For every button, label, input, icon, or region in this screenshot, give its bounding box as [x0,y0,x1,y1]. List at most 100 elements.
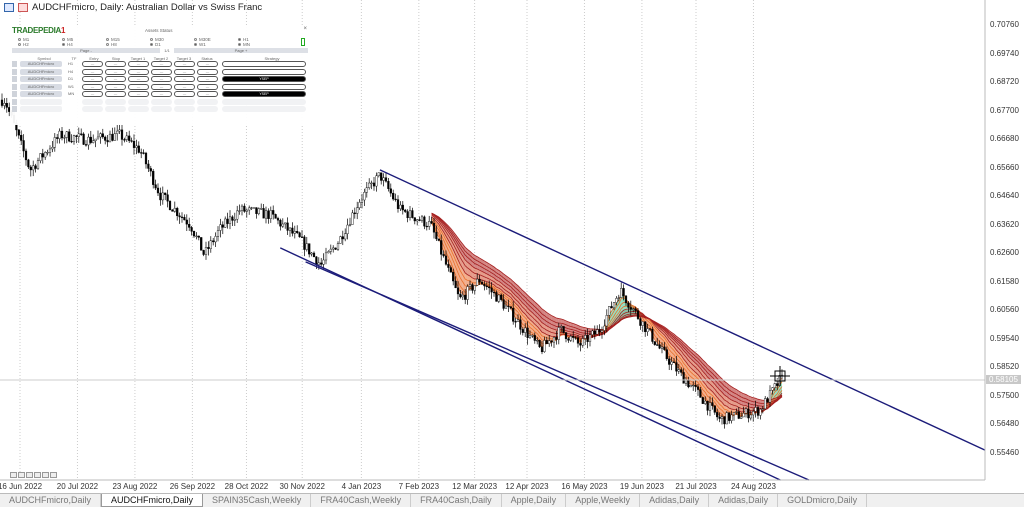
ribbon-segment [698,382,701,390]
timeframe-radio[interactable]: W1 [194,42,206,47]
strategy-cell[interactable] [222,83,306,90]
row-checkbox[interactable] [12,76,17,82]
row-checkbox[interactable] [12,83,17,90]
strategy-cell[interactable] [222,98,306,105]
chart-tab[interactable]: Adidas,Daily [640,494,710,507]
symbol-cell[interactable]: AUDCHFmicro [20,76,62,82]
candle [624,295,628,304]
ribbon-segment [518,285,521,293]
ribbon-segment [710,366,713,374]
candle [336,243,340,250]
candle [204,247,208,255]
strategy-cell[interactable] [222,68,306,75]
strategy-cell[interactable]: YSEP [222,76,306,82]
timeframe-radio[interactable]: M5 [62,37,73,42]
ribbon-segment [693,370,696,377]
candle [56,137,59,139]
row-checkbox[interactable] [12,61,17,67]
row-checkbox[interactable] [12,68,17,75]
candle [771,387,774,391]
price-tick-label: 0.56480 [990,419,1019,429]
timeframe-radio[interactable]: H4 [62,42,73,47]
row-checkbox[interactable] [12,106,17,112]
timeframe-radio[interactable]: M15 [106,37,120,42]
candle [353,212,356,214]
ribbon-segment [525,309,528,318]
ribbon-segment [441,228,444,236]
candle [82,133,85,145]
value-cell: --- [105,83,126,90]
nav-button[interactable] [50,472,57,478]
ribbon-segment [460,248,463,257]
symbol-cell[interactable]: AUDCHFmicro [20,68,62,75]
candle [704,400,707,404]
candle [320,262,323,265]
timeframe-radio[interactable]: H2 [18,42,29,47]
chart-tab[interactable]: Apple,Weekly [566,494,641,507]
page-prev-button[interactable]: Page - [12,48,160,53]
tf-cell: W1 [68,83,74,89]
price-chart[interactable] [0,0,1024,493]
nav-button[interactable] [34,472,41,478]
value-cell [82,98,103,105]
ribbon-segment [441,224,444,232]
ribbon-segment [450,235,454,244]
row-checkbox[interactable] [12,98,17,105]
chart-tab[interactable]: GOLDmicro,Daily [778,494,868,507]
nav-button[interactable] [26,472,33,478]
chart-tab[interactable]: AUDCHFmicro,Daily [101,494,204,507]
chart-tab[interactable]: Apple,Daily [502,494,567,507]
candle [622,288,625,297]
ribbon-segment [518,290,521,297]
nav-button[interactable] [42,472,49,478]
ribbon-segment [695,356,698,362]
timeframe-radio[interactable]: H8 [106,42,117,47]
candle [687,380,690,388]
symbol-cell[interactable] [20,98,62,105]
strategy-cell[interactable]: YSEP [222,91,306,97]
symbol-cell[interactable]: AUDCHFmicro [20,83,62,90]
chart-tab[interactable]: FRA40Cash,Daily [411,494,502,507]
timeframe-label: W1 [199,42,206,47]
symbol-cell[interactable]: AUDCHFmicro [20,91,62,97]
ribbon-segment [741,404,744,409]
timeframe-radio[interactable]: H1 [238,37,249,42]
candle [44,152,47,158]
value-cell: --- [82,61,103,67]
candle [418,219,421,221]
candle [442,254,445,257]
symbol-cell[interactable] [20,106,62,112]
row-checkbox[interactable] [12,91,17,97]
ribbon-segment [501,282,504,289]
tradepedia-logo: TRADEPEDIA1 [12,26,66,35]
ribbon-segment [539,329,542,336]
nav-button[interactable] [18,472,25,478]
strategy-cell[interactable] [222,61,306,67]
chart-tab[interactable]: AUDCHFmicro,Daily [0,494,102,507]
ribbon-segment [518,297,521,305]
candle [188,223,191,228]
chart-tab[interactable]: SPAIN35Cash,Weekly [203,494,312,507]
candle [701,397,704,404]
candle [147,163,150,169]
ribbon-segment [537,329,540,337]
ribbon-segment [448,232,451,240]
candle [183,217,186,221]
nav-button[interactable] [10,472,17,478]
timeframe-radio[interactable]: D1 [150,42,161,47]
symbol-cell[interactable]: AUDCHFmicro [20,61,62,67]
candle [420,216,424,221]
ribbon-segment [520,312,523,320]
timeframe-radio[interactable]: M1 [18,37,29,42]
chart-tab[interactable]: Adidas,Daily [709,494,779,507]
timeframe-radio[interactable]: M30 [150,37,164,42]
candle [96,136,100,140]
candle [252,207,256,209]
page-next-button[interactable]: Page + [174,48,308,53]
close-icon[interactable]: × [303,26,307,32]
chart-tab[interactable]: FRA40Cash,Weekly [311,494,412,507]
timeframe-radio[interactable]: MN [238,42,250,47]
strategy-cell[interactable] [222,106,306,112]
ribbon-segment [539,311,542,319]
timeframe-radio[interactable]: M30E [194,37,211,42]
